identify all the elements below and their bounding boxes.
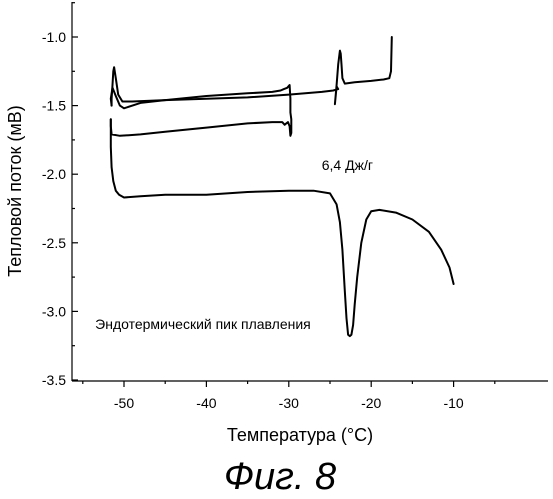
chart-annotation: Эндотермический пик плавления: [95, 316, 311, 332]
x-tick-label: -20: [361, 395, 381, 411]
figure-caption: Фиг. 8: [224, 456, 336, 498]
series-line-1: [112, 37, 392, 106]
x-tick-label: -50: [114, 395, 134, 411]
x-tick-label: -10: [443, 395, 463, 411]
y-tick-label: -2.0: [42, 166, 66, 182]
annotation-layer: 6,4 Дж/г Эндотермический пик плавления: [95, 157, 373, 332]
x-axis-title: Температура (°C): [227, 425, 373, 445]
x-axis-ticks: -50 -40 -30 -20 -10: [83, 381, 495, 411]
y-tick-label: -3.0: [42, 303, 66, 319]
series-line-2: [111, 85, 291, 136]
chart-annotation: 6,4 Дж/г: [322, 157, 373, 173]
curve-layer: [111, 37, 454, 336]
series-line-3: [111, 119, 454, 336]
y-tick-label: -2.5: [42, 235, 66, 251]
y-tick-label: -1.5: [42, 98, 66, 114]
x-tick-label: -40: [196, 395, 216, 411]
x-tick-label: -30: [279, 395, 299, 411]
y-tick-label: -3.5: [42, 372, 66, 388]
y-tick-label: -1.0: [42, 29, 66, 45]
y-axis-title: Тепловой поток (мВ): [5, 105, 25, 277]
